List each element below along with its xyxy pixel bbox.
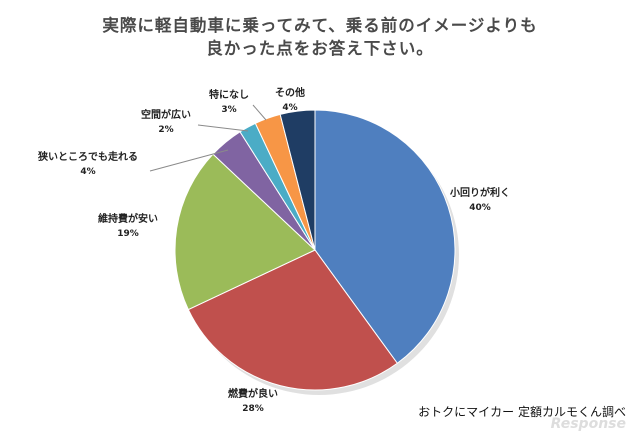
pie-slice-6 [279,109,316,251]
watermark-logo: Response [550,416,626,432]
leader-line-4 [197,124,249,132]
slice-label-6: その他 [275,86,305,99]
slice-label-5: 特になし [209,88,249,101]
slice-value-5: 3% [221,105,236,115]
pie-slice-0 [314,109,456,364]
slice-label-2: 維持費が安い [98,212,158,225]
pie-slice-1 [187,249,398,391]
chart-title-line-2: 良かった点をお答え下さい。 [206,39,434,58]
slice-value-3: 4% [80,167,95,177]
slice-value-4: 2% [158,125,173,135]
leader-line-3 [149,149,229,172]
slice-value-2: 19% [117,229,139,239]
slice-value-0: 40% [469,203,491,213]
chart-title: 実際に軽自動車に乗ってみて、乗る前のイメージよりも 良かった点をお答え下さい。 [0,14,640,60]
pie-slice-2 [174,153,316,311]
slice-label-3: 狭いところでも走れる [37,150,138,163]
slice-label-1: 燃費が良い [228,387,278,400]
slice-label-0: 小回りが利く [449,186,510,199]
slice-label-4: 空間が広い [141,108,191,121]
slice-value-1: 28% [242,404,264,414]
slice-value-6: 4% [282,103,297,113]
chart-title-line-1: 実際に軽自動車に乗ってみて、乗る前のイメージよりも [102,16,538,35]
source-credit: おトクにマイカー 定額カルモくん調べ [418,405,626,419]
leader-line-5 [252,104,267,121]
